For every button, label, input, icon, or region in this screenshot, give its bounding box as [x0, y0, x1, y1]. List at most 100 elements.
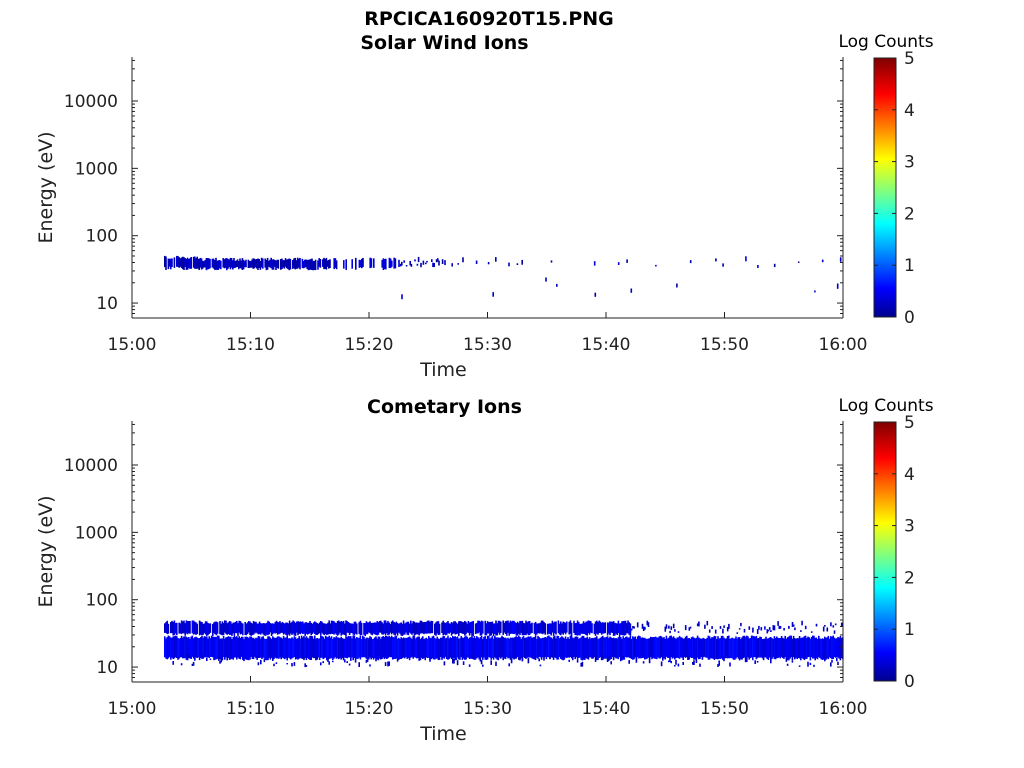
data-cell — [328, 259, 330, 269]
data-cell — [562, 637, 564, 661]
data-cell — [258, 636, 261, 658]
data-cell — [183, 257, 185, 270]
data-cell — [309, 635, 311, 660]
data-cell — [815, 637, 818, 659]
data-cell — [475, 260, 478, 264]
data-cell — [382, 636, 384, 658]
data-cell — [306, 637, 309, 658]
data-cell — [530, 636, 532, 658]
data-cell — [693, 637, 695, 660]
data-cell — [606, 622, 609, 636]
data-cell — [431, 636, 434, 659]
data-cell — [810, 636, 813, 658]
data-cell — [357, 637, 359, 659]
data-cell — [370, 623, 372, 635]
data-cell — [698, 621, 700, 627]
data-cell — [489, 621, 491, 637]
data-cell — [628, 637, 630, 658]
data-cell — [574, 636, 576, 660]
data-cell — [268, 621, 270, 635]
x-axis-label: Time — [419, 359, 467, 381]
data-cell — [382, 258, 385, 270]
data-cell — [216, 260, 218, 270]
data-cell — [585, 637, 587, 659]
data-cell — [417, 256, 420, 263]
data-cell — [600, 652, 603, 658]
data-cell — [561, 636, 563, 660]
data-cell — [468, 637, 471, 659]
data-cell — [268, 260, 270, 267]
data-cell — [635, 639, 638, 660]
data-cell — [563, 638, 566, 660]
data-cell — [484, 636, 486, 660]
data-cell — [176, 622, 178, 636]
data-cell — [209, 658, 212, 660]
data-cell — [425, 637, 428, 658]
data-cell — [669, 630, 671, 634]
data-cell — [454, 636, 456, 661]
data-cell — [503, 637, 506, 659]
data-cell — [639, 636, 641, 659]
data-cell — [459, 621, 461, 633]
data-cell — [527, 658, 530, 664]
data-cell — [226, 637, 228, 661]
data-cell — [449, 623, 452, 633]
data-cell — [797, 638, 800, 658]
data-cell — [599, 621, 602, 633]
data-cell — [539, 664, 542, 667]
data-cell — [582, 621, 585, 634]
data-cell — [554, 635, 556, 658]
data-cell — [531, 637, 533, 659]
data-cell — [742, 654, 744, 659]
data-cell — [355, 257, 357, 270]
data-cell — [274, 260, 276, 267]
colorbar — [873, 421, 897, 682]
data-cell — [282, 622, 285, 635]
data-cell — [597, 638, 599, 661]
x-tick-label: 15:20 — [345, 699, 394, 719]
data-cell — [406, 621, 408, 635]
data-cell — [549, 636, 551, 659]
data-cell — [414, 622, 417, 635]
data-cell — [310, 635, 312, 660]
data-cell — [216, 622, 219, 634]
data-cell — [286, 635, 288, 661]
data-cell — [240, 636, 243, 657]
data-cell — [516, 621, 519, 636]
data-cell — [238, 636, 240, 659]
data-cell — [315, 638, 317, 660]
data-cell — [545, 637, 548, 660]
data-cell — [747, 636, 749, 658]
data-cell — [676, 283, 678, 288]
data-cell — [495, 637, 497, 659]
data-cell — [728, 635, 730, 659]
data-cell — [537, 635, 539, 659]
data-cell — [350, 636, 352, 658]
data-cell — [809, 662, 812, 665]
data-cell — [288, 638, 291, 659]
data-cell — [426, 620, 429, 634]
data-cell — [795, 638, 797, 658]
data-cell — [239, 638, 242, 660]
data-cell — [322, 259, 324, 267]
data-cell — [309, 621, 311, 634]
data-cell — [373, 258, 375, 268]
data-cell — [399, 623, 401, 634]
data-cell — [267, 636, 269, 661]
data-cell — [650, 636, 652, 658]
data-cell — [387, 636, 389, 659]
data-cell — [381, 636, 383, 658]
colorbar-tick-label: 0 — [904, 308, 915, 328]
data-cell — [254, 639, 256, 657]
data-cell — [329, 259, 331, 268]
data-cell — [248, 621, 250, 633]
data-cell — [638, 635, 640, 659]
data-cell — [302, 637, 304, 659]
data-cell — [518, 635, 520, 658]
data-cell — [551, 638, 554, 658]
colorbar-tick-label: 3 — [904, 153, 915, 173]
data-cell — [378, 636, 381, 659]
data-cell — [704, 624, 706, 629]
data-cell — [834, 623, 837, 626]
data-cell — [438, 639, 441, 660]
